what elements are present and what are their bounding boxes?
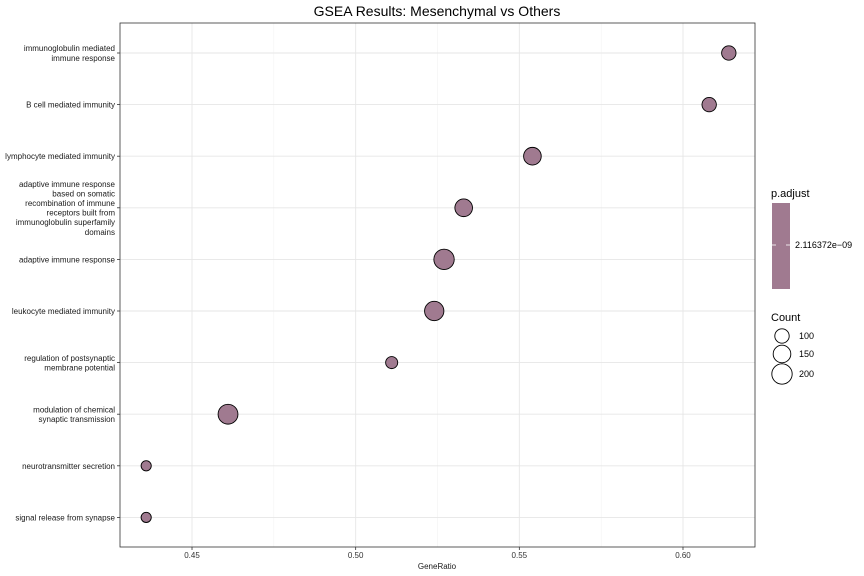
x-tick-label: 0.50	[348, 551, 364, 560]
y-tick-label: adaptive immune response	[19, 255, 116, 264]
y-tick-label: leukocyte mediated immunity	[12, 307, 115, 316]
data-point	[454, 198, 473, 218]
size-legend-label: 150	[799, 349, 814, 359]
x-tick-labels: 0.45 0.50 0.55 0.60	[184, 547, 691, 560]
size-legend-label: 200	[799, 369, 814, 379]
data-points	[140, 45, 737, 523]
y-tick-label: B cell mediated immunity	[26, 101, 115, 110]
chart-title: GSEA Results: Mesenchymal vs Others	[314, 3, 561, 19]
data-point	[721, 45, 737, 61]
y-tick-label: modulation of chemical synaptic transmiss…	[33, 405, 115, 424]
size-legend-key	[774, 328, 790, 344]
x-tick-label: 0.45	[184, 551, 200, 560]
data-point	[424, 300, 445, 322]
data-point	[140, 460, 152, 472]
color-legend-bar	[772, 203, 790, 289]
y-tick-label: signal release from synapse	[15, 513, 115, 522]
x-axis-title: GeneRatio	[418, 562, 457, 571]
data-point	[523, 146, 542, 166]
y-tick-label: immunoglobulin mediated immune response	[24, 44, 116, 63]
plot-panel-border	[119, 22, 756, 548]
y-tick-label: lymphocyte mediated immunity	[5, 152, 115, 161]
size-legend-key	[771, 363, 793, 385]
size-legend-title: Count	[771, 312, 800, 324]
x-tick-label: 0.55	[512, 551, 528, 560]
y-tick-label: neurotransmitter secretion	[22, 462, 115, 471]
color-legend-title: p.adjust	[771, 188, 810, 200]
data-point	[140, 511, 152, 523]
color-legend-label: 2.116372e−09	[795, 240, 852, 250]
data-point	[701, 96, 717, 113]
size-legend-label: 100	[799, 331, 814, 341]
grid-lines	[120, 23, 755, 547]
y-tick-label: adaptive immune response based on somatic…	[16, 180, 116, 237]
data-point	[217, 403, 239, 425]
color-legend: p.adjust 2.116372e−09	[771, 188, 852, 289]
size-legend-key	[772, 344, 792, 364]
x-tick-label: 0.60	[675, 551, 691, 560]
data-point	[385, 356, 399, 370]
y-tick-label: regulation of postsynaptic membrane poten…	[24, 354, 115, 373]
data-point	[433, 248, 455, 271]
y-tick-labels: immunoglobulin mediated immune response B …	[5, 44, 120, 522]
size-legend: Count 100 150 200	[771, 312, 814, 385]
